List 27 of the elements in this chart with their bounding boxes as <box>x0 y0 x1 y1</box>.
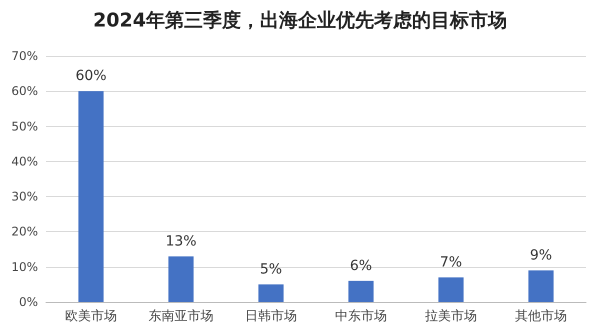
data-label: 60% <box>75 68 107 84</box>
y-tick-label: 70% <box>11 49 38 63</box>
y-tick-label: 0% <box>18 295 38 309</box>
bar <box>258 284 284 302</box>
data-label: 9% <box>530 247 552 264</box>
bar <box>168 256 194 302</box>
bar <box>438 277 464 302</box>
x-tick-label: 拉美市场 <box>425 308 477 324</box>
bar <box>78 91 104 302</box>
data-label: 13% <box>165 233 197 250</box>
y-tick-label: 10% <box>11 260 38 274</box>
y-tick-label: 40% <box>11 154 38 168</box>
data-label: 6% <box>350 258 372 274</box>
x-tick-label: 欧美市场 <box>65 308 117 324</box>
y-tick-label: 20% <box>11 224 38 239</box>
x-tick-label: 日韩市场 <box>245 309 297 324</box>
data-label: 5% <box>260 261 282 278</box>
y-tick-label: 60% <box>11 84 38 98</box>
chart-title: 2024年第三季度，出海企业优先考虑的目标市场 <box>93 10 507 32</box>
x-tick-label: 其他市场 <box>515 309 567 324</box>
x-tick-label: 中东市场 <box>335 309 387 324</box>
y-tick-label: 50% <box>11 119 38 134</box>
x-tick-label: 东南亚市场 <box>148 309 214 324</box>
bar <box>348 280 374 302</box>
data-label: 7% <box>440 254 462 270</box>
bar <box>528 270 554 302</box>
y-tick-label: 30% <box>11 190 38 204</box>
